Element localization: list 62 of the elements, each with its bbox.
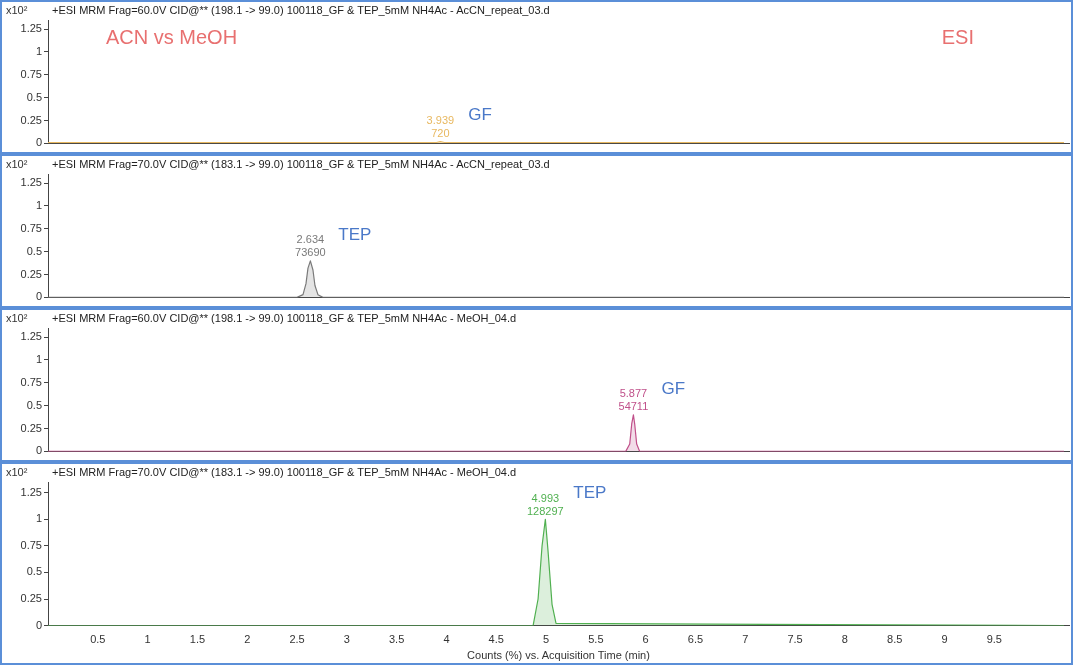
y-tick-label: 0.75	[20, 67, 42, 80]
annotation: 4.993 128297	[526, 491, 564, 517]
x-tick-label: 6	[642, 633, 649, 646]
y-axis-title: x10²	[6, 311, 28, 324]
y-tick-label: 1.25	[20, 22, 42, 35]
annotation: 2.634 73690	[295, 233, 326, 259]
x-tick-label: 3.5	[388, 633, 405, 646]
y-tick-label: 1	[35, 199, 42, 212]
x-tick-label: 2.5	[289, 633, 305, 646]
y-tick-label: 0	[35, 618, 42, 631]
annotation: GF	[468, 105, 492, 125]
y-tick-label: 1	[35, 512, 42, 525]
y-tick-label: 0.25	[20, 421, 42, 434]
y-tick-label: 0	[35, 136, 42, 149]
x-tick-label: 8	[841, 633, 848, 646]
annotation: ESI	[941, 25, 974, 48]
x-tick-label: 5.5	[588, 633, 604, 646]
x-tick-label: 7.5	[787, 633, 803, 646]
annotation: TEP	[338, 224, 372, 244]
y-tick-label: 1.25	[20, 485, 42, 498]
annotation: ACN vs MeOH	[106, 25, 238, 48]
y-tick-label: 0.25	[20, 592, 42, 605]
y-tick-label: 0	[35, 444, 42, 457]
annotation: 5.877 54711	[618, 387, 649, 413]
x-tick-label: 6.5	[687, 633, 704, 646]
x-tick-label: 5	[542, 633, 550, 646]
chart-title: +ESI MRM Frag=60.0V CID@** (198.1 -> 99.0) 100118_GF & TEP_5mM NH4Ac - AcCN_repeat_03.d	[52, 3, 550, 16]
x-tick-label: 4.5	[488, 633, 504, 646]
x-tick-label: 1	[144, 633, 151, 646]
y-axis-title: x10²	[6, 3, 28, 16]
y-tick-label: 0.5	[26, 244, 42, 257]
x-axis-title: Counts (%) vs. Acquisition Time (min)	[467, 649, 650, 662]
x-tick-label: 4	[443, 633, 450, 646]
y-axis-title: x10²	[6, 465, 28, 478]
x-tick-label: 8.5	[887, 633, 903, 646]
chart-title: +ESI MRM Frag=70.0V CID@** (183.1 -> 99.0) 100118_GF & TEP_5mM NH4Ac - AcCN_repeat_03.d	[52, 157, 550, 170]
y-tick-label: 0.75	[20, 221, 42, 234]
y-tick-label: 0.75	[20, 375, 42, 388]
x-tick-label: 3	[343, 633, 350, 646]
y-tick-label: 1	[35, 353, 42, 366]
y-tick-label: 1	[35, 45, 42, 58]
y-axis-title: x10²	[6, 157, 28, 170]
chart-title: +ESI MRM Frag=70.0V CID@** (183.1 -> 99.0) 100118_GF & TEP_5mM NH4Ac - MeOH_04.d	[52, 465, 517, 478]
y-tick-label: 0	[35, 290, 42, 303]
y-tick-label: 1.25	[20, 176, 42, 189]
x-tick-label: 9.5	[986, 633, 1002, 646]
x-tick-label: 9	[941, 633, 948, 646]
chart-title: +ESI MRM Frag=60.0V CID@** (198.1 -> 99.0) 100118_GF & TEP_5mM NH4Ac - MeOH_04.d	[52, 311, 517, 324]
x-tick-label: 0.5	[90, 633, 106, 646]
annotation: 3.939 720	[426, 114, 455, 140]
annotation: TEP	[573, 482, 607, 502]
y-tick-label: 0.5	[26, 398, 42, 411]
x-tick-label: 2	[244, 633, 251, 646]
y-tick-label: 0.25	[20, 113, 42, 126]
annotation: GF	[661, 378, 686, 398]
y-tick-label: 0.25	[20, 267, 42, 280]
x-tick-label: 1.5	[189, 633, 206, 646]
y-tick-label: 0.75	[20, 538, 42, 551]
y-tick-label: 1.25	[20, 330, 42, 343]
y-tick-label: 0.5	[26, 90, 42, 103]
x-tick-label: 7	[742, 633, 749, 646]
y-tick-label: 0.5	[26, 565, 42, 578]
